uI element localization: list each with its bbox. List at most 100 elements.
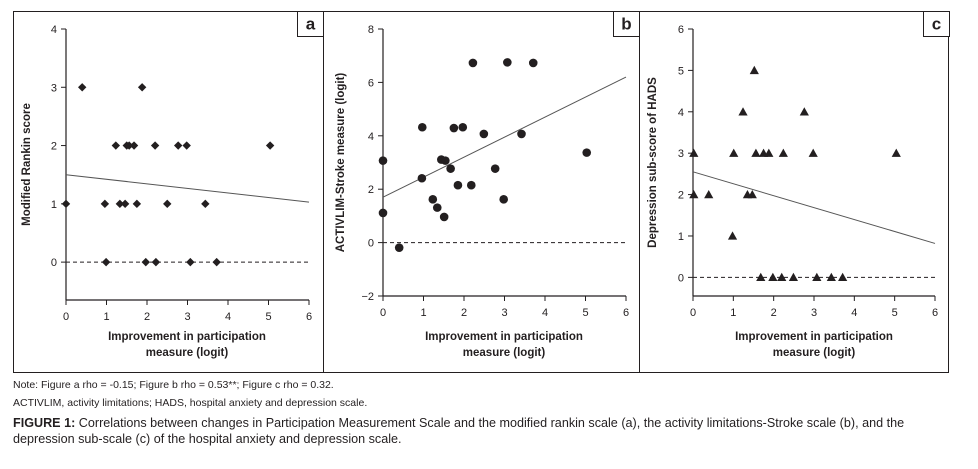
y-tick-label: 4 [51,24,57,36]
data-point-triangle [756,272,766,282]
data-point-diamond [201,199,210,209]
data-point-triangle [727,231,738,240]
data-point-diamond [137,83,147,92]
data-point-circle [490,164,500,173]
figure-caption: FIGURE 1: Correlations between changes i… [13,416,958,447]
y-tick-label: 0 [368,238,374,250]
figure-frame [13,11,949,373]
x-tick-label: 4 [225,311,231,323]
figure-caption-label: FIGURE 1: [13,416,76,430]
y-tick-label: 3 [678,148,684,160]
data-point-diamond [265,141,275,150]
data-point-circle [432,203,442,212]
y-tick-label: 1 [51,199,57,211]
data-point-triangle [689,189,699,199]
x-tick-label: 1 [420,307,426,319]
y-tick-label: 4 [678,107,684,119]
data-point-diamond [141,257,150,267]
x-tick-label: 2 [144,311,150,323]
x-axis-label: Improvement in participation [108,331,266,343]
data-point-circle [466,180,476,190]
panel-label: c [932,15,941,34]
y-axis-label: Depression sub-score of HADS [647,77,659,248]
figure-caption-text: Correlations between changes in Particip… [13,416,905,446]
data-point-triangle [768,272,778,282]
y-tick-label: 3 [51,82,57,94]
data-point-diamond [101,257,111,267]
y-tick-label: 1 [678,231,684,243]
data-point-triangle [747,189,757,199]
x-axis-label: Improvement in participation [735,331,893,343]
x-axis-label: Improvement in participation [425,331,583,343]
x-tick-label: 3 [501,307,507,319]
data-point-diamond [212,257,221,267]
data-point-circle [479,129,489,139]
data-point-triangle [838,272,848,282]
data-point-circle [503,58,512,67]
data-point-triangle [891,148,901,157]
y-tick-label: 8 [368,24,374,36]
y-tick-label: −2 [361,291,374,303]
data-point-circle [428,195,438,204]
y-tick-label: 0 [51,257,57,269]
data-point-triangle [729,148,739,157]
panel-label: a [306,15,316,34]
data-point-triangle [764,148,774,157]
x-axis-label: measure (logit) [146,347,229,359]
x-tick-label: 5 [582,307,588,319]
data-point-circle [417,122,427,132]
figure-panels: 0 1 2 3 4 0 1 2 3 4 5 6 Improvement in participation… [13,11,950,373]
y-tick-label: 4 [368,131,374,143]
x-tick-label: 2 [461,307,467,319]
abbreviations-note: ACTIVLIM, activity limitations; HADS, ho… [13,397,368,409]
data-point-circle [441,156,450,165]
y-tick-label: 0 [678,272,684,284]
x-axis-label: measure (logit) [773,347,856,359]
data-point-triangle [689,148,699,157]
x-tick-label: 3 [811,307,817,319]
data-point-diamond [132,199,142,209]
x-tick-label: 5 [265,311,271,323]
rho-note: Note: Figure a rho = -0.15; Figure b rho… [13,379,334,391]
y-tick-label: 5 [678,65,684,77]
data-point-circle [453,180,463,190]
data-point-circle [528,58,538,68]
y-axis-label: Modified Rankin score [21,103,33,226]
data-point-circle [439,212,449,222]
y-tick-label: 2 [51,141,57,153]
y-tick-label: 2 [678,190,684,202]
data-point-diamond [129,141,139,150]
data-point-triangle [738,107,748,116]
data-point-circle [468,58,478,68]
x-tick-label: 6 [932,307,938,319]
data-point-triangle [778,148,788,157]
data-point-triangle [826,272,836,282]
panel-c: 0 1 2 3 4 5 6 0 1 2 3 4 5 6 Improvement in participati… [647,11,950,359]
data-point-diamond [173,141,183,150]
x-tick-label: 1 [103,311,109,323]
data-point-triangle [788,272,799,282]
y-tick-label: 6 [368,77,374,89]
x-tick-label: 0 [63,311,69,323]
data-point-circle [499,195,508,204]
data-point-circle [378,208,388,218]
data-point-diamond [182,141,191,150]
x-tick-label: 3 [184,311,190,323]
data-point-triangle [799,107,809,116]
data-point-circle [582,148,592,157]
x-tick-label: 4 [851,307,857,319]
data-point-circle [378,156,388,165]
data-point-diamond [151,257,161,267]
y-axis-label: ACTIVLIM-Stroke measure (logit) [335,73,347,253]
data-point-diamond [78,83,87,92]
panel-label-box [613,11,640,37]
data-point-triangle [777,272,787,282]
data-point-diamond [100,199,110,209]
panel-label-box [297,11,324,37]
data-point-diamond [150,141,160,150]
data-point-circle [517,129,526,139]
panel-b: −2 0 2 4 6 8 0 1 2 3 4 5 6 Improvement in participati… [335,11,640,359]
data-point-diamond [186,257,195,267]
panel-a: 0 1 2 3 4 0 1 2 3 4 5 6 Improvement in participation… [21,11,324,359]
data-point-triangle [808,148,818,157]
